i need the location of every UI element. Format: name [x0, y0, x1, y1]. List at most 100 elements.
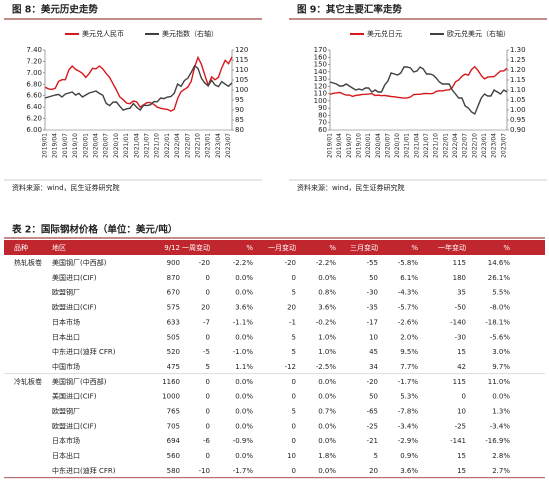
x-tick-label: 2020/01 — [82, 133, 89, 158]
x-tick-label: 2023/07 — [500, 133, 507, 158]
legend-label: 欧元兑美元（右轴） — [447, 29, 510, 38]
value-cell: 0.8% — [318, 289, 336, 297]
value-cell: -16.9% — [485, 437, 510, 445]
value-cell: 35 — [457, 289, 466, 297]
y-tick-label: 100 — [235, 86, 248, 94]
value-cell: -21 — [367, 437, 378, 445]
x-tick-label: 2022/10 — [471, 133, 478, 158]
value-cell: 10 — [287, 452, 296, 460]
y-tick-label: 7.00 — [26, 69, 42, 77]
value-cell: -140 — [450, 318, 466, 326]
value-cell: 50 — [369, 393, 378, 401]
y-tick-label: 7.20 — [26, 57, 42, 65]
header-cell: 地区 — [52, 243, 66, 252]
value-cell: 3.6% — [400, 467, 418, 475]
value-cell: -1.0% — [233, 348, 254, 356]
value-cell: -4.3% — [398, 289, 419, 297]
header-cell: % — [503, 244, 510, 252]
value-cell: 0.0% — [318, 274, 336, 282]
series-line — [329, 66, 508, 116]
value-cell: 705 — [167, 422, 180, 430]
group-name: 热轧板卷 — [14, 258, 42, 267]
region-cell: 日本出口 — [52, 451, 80, 460]
chart-title: 图 9：其它主要汇率走势 — [297, 4, 402, 16]
value-cell: 115 — [453, 378, 466, 386]
value-cell: 0.0% — [235, 274, 253, 282]
region-cell: 欧盟进口(CIF) — [52, 421, 97, 430]
value-cell: 0 — [206, 408, 210, 416]
value-cell: -12 — [285, 363, 296, 371]
value-cell: 10 — [369, 333, 378, 341]
x-tick-label: 2019/10 — [355, 133, 362, 158]
x-tick-label: 2020/07 — [384, 133, 391, 158]
y-tick-label: 0.95 — [510, 116, 526, 124]
x-tick-label: 2019/10 — [72, 133, 79, 158]
value-cell: -25 — [367, 422, 378, 430]
value-cell: 1.1% — [235, 363, 253, 371]
value-cell: 3.0% — [492, 348, 510, 356]
x-tick-label: 2020/10 — [394, 133, 401, 158]
region-cell: 美国钢厂(中西部) — [52, 258, 107, 267]
y-tick-label: 150 — [314, 61, 327, 69]
value-cell: -20 — [367, 378, 378, 386]
x-tick-label: 2019/07 — [346, 133, 353, 158]
y-tick-label: 1.10 — [510, 86, 526, 94]
y-tick-label: 120 — [235, 46, 248, 54]
value-cell: 1.8% — [318, 452, 336, 460]
value-cell: 560 — [167, 452, 180, 460]
value-cell: 9.7% — [492, 363, 510, 371]
value-cell: 0 — [292, 378, 296, 386]
value-cell: -30 — [455, 333, 466, 341]
value-cell: 42 — [457, 363, 466, 371]
y-tick-label: 1.00 — [510, 106, 526, 114]
value-cell: 0.9% — [400, 452, 418, 460]
value-cell: -2.5% — [316, 363, 337, 371]
y-tick-label: 1.15 — [510, 76, 526, 84]
x-tick-label: 2020/04 — [375, 133, 382, 158]
value-cell: -1 — [289, 318, 296, 326]
value-cell: 0.0% — [235, 378, 253, 386]
value-cell: -1.7% — [398, 378, 419, 386]
value-cell: 34 — [369, 363, 378, 371]
region-cell: 日本出口 — [52, 332, 80, 341]
value-cell: -2.2% — [316, 259, 337, 267]
value-cell: 5 — [292, 333, 296, 341]
region-cell: 中东进口(迪拜 CFR) — [52, 466, 116, 475]
series-line — [44, 55, 233, 112]
value-cell: -35 — [367, 304, 378, 312]
y-tick-label: 90 — [318, 104, 327, 112]
x-tick-label: 2020/04 — [93, 133, 100, 158]
value-cell: 15 — [457, 452, 466, 460]
value-cell: 11.0% — [488, 378, 511, 386]
value-cell: -6 — [203, 437, 211, 445]
value-cell: 0 — [292, 274, 296, 282]
value-cell: 5 — [292, 408, 296, 416]
value-cell: 5.5% — [492, 289, 510, 297]
value-cell: 0.0% — [318, 393, 336, 401]
value-cell: 580 — [167, 467, 180, 475]
x-tick-label: 2019/07 — [62, 133, 69, 158]
y-tick-label: 100 — [314, 97, 327, 105]
header-cell: 一年变动 — [438, 243, 466, 252]
x-tick-label: 2022/07 — [184, 133, 191, 158]
x-tick-label: 2023/01 — [481, 133, 488, 158]
header-cell: 一月变动 — [268, 243, 296, 252]
region-cell: 美国钢厂(中西部) — [52, 377, 107, 386]
region-cell: 日本市场 — [52, 317, 80, 326]
legend-label: 美元兑人民币 — [82, 29, 124, 38]
x-tick-label: 2022/04 — [174, 133, 181, 158]
value-cell: 9.5% — [400, 348, 418, 356]
value-cell: 6.1% — [400, 274, 418, 282]
y-tick-label: 80 — [318, 111, 327, 119]
value-cell: 20 — [369, 467, 378, 475]
value-cell: 0.0% — [318, 467, 336, 475]
value-cell: 20 — [287, 304, 296, 312]
value-cell: 1160 — [162, 378, 180, 386]
value-cell: 5 — [206, 363, 210, 371]
value-cell: 0.0% — [235, 422, 253, 430]
value-cell: -65 — [367, 408, 378, 416]
x-tick-label: 2021/04 — [413, 133, 420, 158]
region-cell: 中国市场 — [52, 362, 80, 371]
value-cell: 1.0% — [318, 333, 336, 341]
region-cell: 美国进口(CIF) — [52, 273, 97, 282]
